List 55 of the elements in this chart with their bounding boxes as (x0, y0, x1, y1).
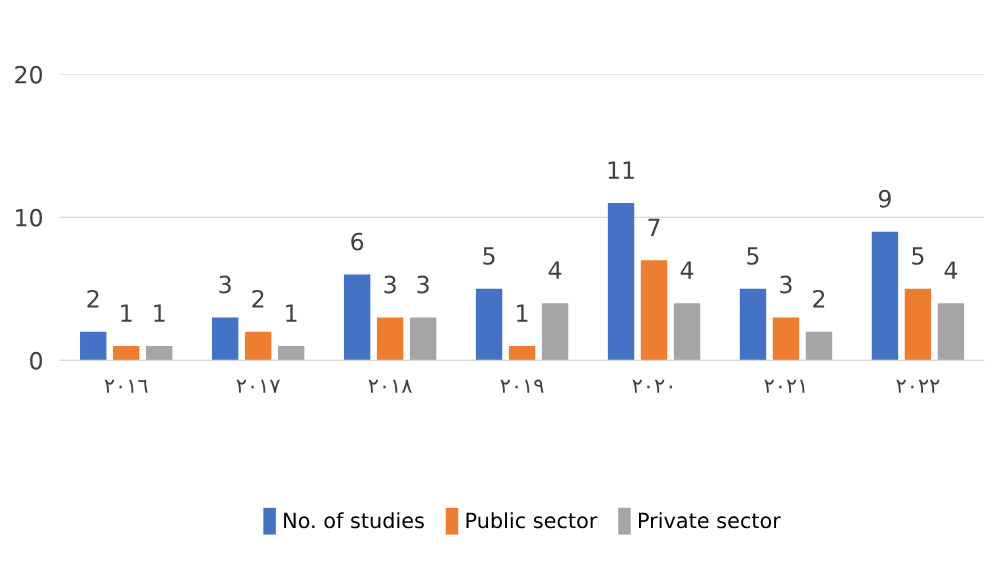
legend-label: Public sector (466, 512, 598, 529)
data-label: 9 (878, 189, 891, 208)
x-tick-label: ٢٠١٧ (236, 379, 280, 393)
bar (211, 317, 239, 361)
data-label: 2 (813, 289, 825, 308)
bar (772, 317, 800, 361)
data-label: 4 (680, 261, 694, 279)
x-tick-label: ٢٠١٩ (500, 379, 544, 393)
data-label: 4 (944, 261, 958, 279)
data-label: 5 (912, 247, 924, 265)
bar (409, 317, 437, 361)
legend-label: Private sector (639, 512, 781, 529)
y-tick-label: 20 (15, 65, 42, 84)
bar (904, 288, 932, 361)
data-label: 3 (384, 275, 396, 294)
x-tick-label: ٢٠٢١ (764, 379, 805, 393)
bar (244, 331, 272, 361)
x-tick-label: ٢٠١٦ (104, 379, 148, 393)
data-label: 5 (483, 247, 495, 265)
data-label: 3 (780, 275, 792, 294)
legend-label: No. of studies (284, 512, 424, 529)
bar (739, 288, 767, 361)
y-tick-label: 10 (16, 208, 42, 227)
bar (113, 346, 140, 361)
x-tick-label: ٢٠٢٢ (896, 379, 940, 393)
bar (475, 288, 503, 361)
bar (607, 203, 635, 361)
bar (508, 346, 536, 361)
bar (673, 303, 701, 361)
data-label: 1 (517, 304, 528, 322)
bar (80, 331, 107, 361)
x-tick-label: ٢٠١٨ (368, 379, 412, 393)
bar (146, 346, 173, 361)
bar (376, 317, 404, 361)
bar (805, 331, 833, 361)
bar (343, 274, 371, 361)
x-tick-label: ٢٠٢٠ (632, 379, 672, 393)
data-label: 3 (417, 275, 429, 294)
data-label: 7 (648, 218, 660, 236)
data-label: 4 (548, 261, 562, 279)
data-label: 6 (351, 232, 364, 251)
data-label: 1 (121, 304, 132, 322)
data-label: 1 (154, 304, 165, 322)
data-label: 11 (608, 161, 634, 179)
bar (640, 260, 668, 361)
data-label: 1 (286, 304, 297, 322)
data-label: 5 (747, 247, 759, 265)
data-label: 2 (87, 289, 99, 308)
bar (277, 346, 305, 361)
data-label: 2 (252, 289, 264, 308)
bar (871, 231, 899, 361)
y-tick-label: 0 (30, 351, 43, 370)
data-label: 3 (219, 275, 231, 294)
bar (541, 303, 569, 361)
bar (937, 303, 965, 361)
